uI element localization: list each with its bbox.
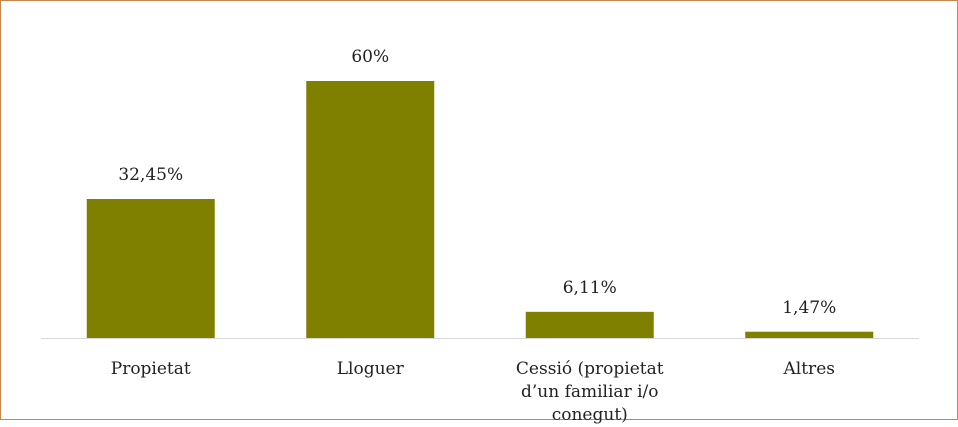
bar [86, 199, 215, 338]
value-label: 32,45% [118, 165, 184, 185]
value-label: 6,11% [562, 277, 617, 298]
x-tick-label: Altres [783, 359, 835, 379]
bar [745, 331, 874, 338]
value-label: 1,47% [782, 297, 837, 318]
x-tick-label: Cessió (propietat d’un familiar i/o cone… [515, 359, 664, 425]
x-tick-label: Propietat [110, 359, 191, 379]
value-label: 60% [351, 47, 390, 67]
bar [306, 81, 435, 338]
bar [525, 311, 654, 338]
x-tick-label: Lloguer [336, 359, 404, 379]
chart [41, 81, 919, 339]
